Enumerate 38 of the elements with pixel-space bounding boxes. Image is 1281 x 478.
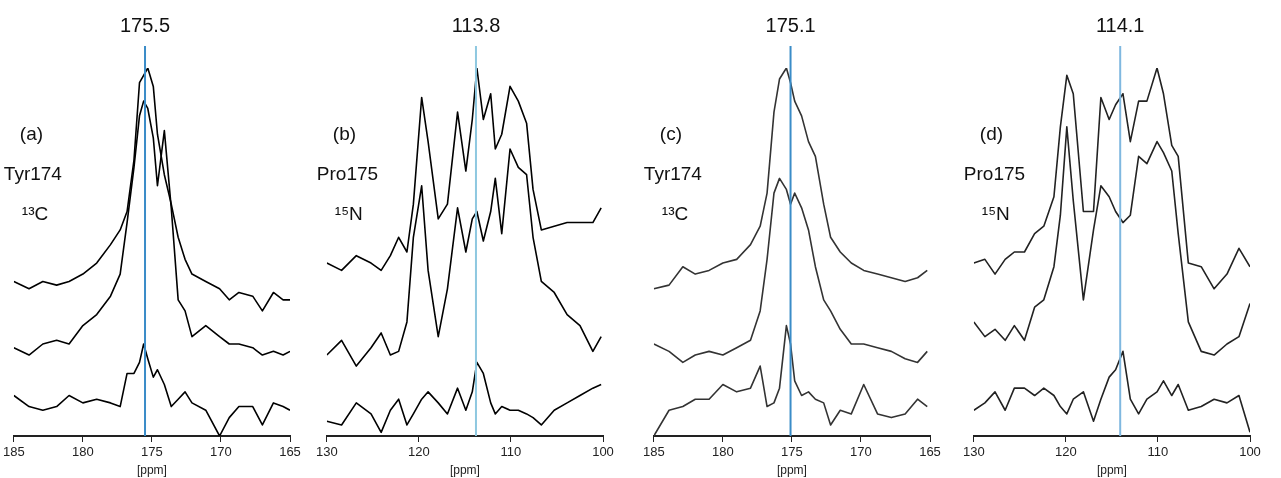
x-axis-title: [ppm]: [136, 463, 167, 478]
ref-line-label: 175.1: [765, 14, 816, 36]
annotation: (a): [19, 123, 44, 144]
x-tick-label: 120: [1055, 444, 1077, 460]
x-tick-label: 175: [141, 444, 163, 460]
annotation: ¹⁵N: [334, 203, 363, 224]
x-tick-label: 185: [642, 444, 665, 460]
annotation: (b): [332, 123, 357, 144]
x-tick-label: 175: [781, 444, 803, 460]
x-tick-label: 110: [500, 444, 522, 460]
annotation: ¹³C: [21, 203, 49, 224]
ref-line-label: 175.5: [119, 14, 171, 36]
annotation: (d): [979, 123, 1004, 144]
x-tick-label: 130: [962, 444, 985, 460]
x-tick-label: 180: [72, 444, 94, 460]
ref-line-label: 114.1: [1095, 14, 1145, 36]
annotation: Pro175: [316, 163, 379, 184]
x-tick-label: 185: [2, 444, 25, 460]
annotation: Pro175: [963, 163, 1026, 184]
annotation: ¹³C: [661, 203, 689, 224]
x-tick-label: 100: [1239, 444, 1261, 460]
annotation: Tyr174: [643, 163, 703, 184]
x-axis-title: [ppm]: [449, 463, 480, 478]
x-tick-label: 110: [1147, 444, 1169, 460]
x-tick-label: 165: [279, 444, 301, 460]
annotation: (c): [659, 123, 682, 144]
x-tick-label: 170: [210, 444, 232, 460]
x-tick-label: 165: [919, 444, 941, 460]
ref-line-label: 113.8: [451, 14, 501, 36]
annotation: Tyr174: [3, 163, 63, 184]
x-axis-title: [ppm]: [776, 463, 807, 478]
x-tick-label: 130: [315, 444, 338, 460]
x-tick-label: 180: [712, 444, 734, 460]
x-axis-title: [ppm]: [1096, 463, 1127, 478]
x-tick-label: 100: [592, 444, 614, 460]
annotation: ¹⁵N: [981, 203, 1010, 224]
x-tick-label: 170: [850, 444, 872, 460]
x-tick-label: 120: [408, 444, 430, 460]
